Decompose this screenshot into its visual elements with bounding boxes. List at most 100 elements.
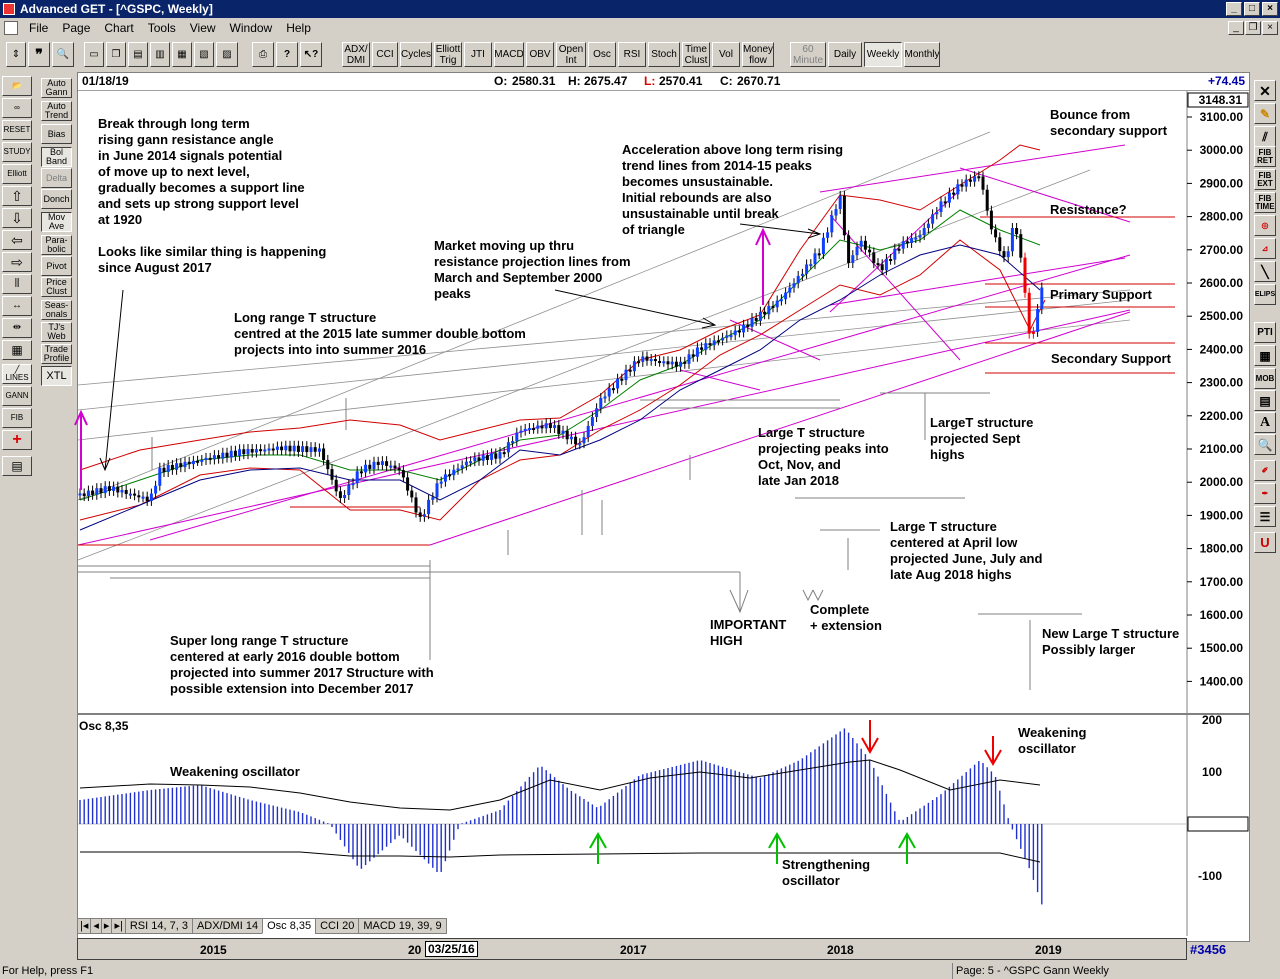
reset-button[interactable]: RESET: [2, 120, 32, 140]
indicator-money-flow-button[interactable]: Money flow: [742, 42, 774, 67]
study-mov-ave-button[interactable]: Mov Ave: [41, 212, 72, 232]
open-folder-icon[interactable]: 📂: [2, 76, 32, 96]
timeframe-60-minute-button[interactable]: 60 Minute: [790, 42, 826, 67]
zoom-icon[interactable]: 🔍: [52, 42, 74, 67]
chart-icon-1[interactable]: ▤: [128, 42, 148, 67]
cursor-tool-icon[interactable]: ⇕: [6, 42, 26, 67]
fan-icon[interactable]: ⊿: [1254, 238, 1276, 259]
eraser-icon[interactable]: ✐: [1254, 460, 1276, 481]
lines-tool-button[interactable]: ╱ LINES: [2, 364, 32, 384]
grid-tool-icon[interactable]: ▦: [1254, 345, 1276, 366]
menu-help[interactable]: Help: [286, 21, 311, 35]
indicator-osc-button[interactable]: Osc: [588, 42, 616, 67]
fib-time-button[interactable]: FIB TIME: [1254, 192, 1276, 213]
menu-tools[interactable]: Tools: [147, 21, 176, 35]
minimize-button[interactable]: _: [1226, 2, 1242, 16]
arrow-up-icon[interactable]: ⇧: [2, 186, 32, 206]
mdi-minimize-button[interactable]: _: [1228, 21, 1244, 35]
bar-compress-icon[interactable]: ⫼: [2, 274, 32, 294]
time-axis[interactable]: 2015 20 03/25/16 2017 2018 2019: [77, 938, 1187, 960]
timeframe-weekly-button[interactable]: Weekly: [864, 42, 902, 67]
study-donch-button[interactable]: Donch: [41, 189, 72, 209]
indicator-macd-button[interactable]: MACD: [494, 42, 524, 67]
tab-nav-first[interactable]: |◂: [77, 918, 92, 934]
pencil-icon[interactable]: ✎: [1254, 103, 1276, 124]
arrow-right-icon[interactable]: ⇨: [2, 252, 32, 272]
indicator-obv-button[interactable]: OBV: [526, 42, 554, 67]
channel-line-icon[interactable]: ⫽: [1254, 126, 1276, 147]
indicator-elliott-trig-button[interactable]: Elliott Trig: [434, 42, 462, 67]
timeframe-daily-button[interactable]: Daily: [828, 42, 862, 67]
indicator-jti-button[interactable]: JTI: [464, 42, 492, 67]
indicator-time-clust-button[interactable]: Time Clust: [682, 42, 710, 67]
menu-window[interactable]: Window: [229, 21, 273, 35]
menu-view[interactable]: View: [189, 21, 216, 35]
tab-cci[interactable]: CCI 20: [315, 918, 360, 934]
chart-icon-2[interactable]: ▥: [150, 42, 170, 67]
crosshair-icon[interactable]: +: [2, 430, 32, 450]
study-bol-band-button[interactable]: Bol Band: [41, 147, 72, 167]
menu-chart[interactable]: Chart: [104, 21, 134, 35]
gann-tool-button[interactable]: GANN: [2, 386, 32, 406]
close-x-icon[interactable]: ✕: [1254, 80, 1276, 101]
print-icon[interactable]: ⎙: [252, 42, 274, 67]
text-tool-icon[interactable]: A: [1254, 412, 1276, 433]
gann-box-icon[interactable]: ▤: [1254, 390, 1276, 411]
study-xtl-button[interactable]: XTL: [41, 366, 72, 386]
chart-icon-5[interactable]: ▨: [216, 42, 238, 67]
fib-ext-button[interactable]: FIB EXT: [1254, 169, 1276, 190]
elliott-button[interactable]: Elliott: [2, 164, 32, 184]
tab-macd[interactable]: MACD 19, 39, 9: [358, 918, 447, 934]
help-icon[interactable]: ?: [276, 42, 298, 67]
target-icon[interactable]: ◎: [1254, 215, 1276, 236]
study-tjs-web-button[interactable]: TJ's Web: [41, 322, 72, 342]
study-parabolic-button[interactable]: Para-bolic: [41, 235, 72, 255]
study-button[interactable]: STUDY: [2, 142, 32, 162]
document-icon[interactable]: [4, 21, 18, 35]
indicator-adx-dmi-button[interactable]: ADX/DMI: [342, 42, 370, 67]
bar-expand-icon[interactable]: ↔: [2, 296, 32, 316]
mdi-restore-button[interactable]: ❐: [1245, 21, 1261, 35]
indicator-vol-button[interactable]: Vol: [712, 42, 740, 67]
tab-rsi[interactable]: RSI 14, 7, 3: [124, 918, 193, 934]
close-button[interactable]: ×: [1262, 2, 1278, 16]
mob-button[interactable]: MOB: [1254, 368, 1276, 389]
study-price-clust-button[interactable]: Price Clust: [41, 277, 72, 297]
timeframe-monthly-button[interactable]: Monthly: [904, 42, 940, 67]
quote-icon[interactable]: ❞: [28, 42, 50, 67]
indicator-open-int-button[interactable]: Open Int: [556, 42, 586, 67]
arrow-left-icon[interactable]: ⇦: [2, 230, 32, 250]
study-pivot-button[interactable]: Pivot: [41, 256, 72, 276]
grid-icon[interactable]: ▦: [2, 340, 32, 360]
zoom-tool-icon[interactable]: 🔍: [1254, 434, 1276, 455]
indicator-cycles-button[interactable]: Cycles: [400, 42, 432, 67]
bar-squeeze-icon[interactable]: ⇹: [2, 318, 32, 338]
study-delta-button[interactable]: Delta: [41, 168, 72, 188]
study-trade-profile-button[interactable]: Trade Profile: [41, 344, 72, 364]
chart-icon-4[interactable]: ▧: [194, 42, 214, 67]
indicator-stoch-button[interactable]: Stoch: [648, 42, 680, 67]
line-tool-icon[interactable]: ╲: [1254, 261, 1276, 282]
arrow-down-icon[interactable]: ⇩: [2, 208, 32, 228]
tab-osc[interactable]: Osc 8,35: [262, 918, 317, 934]
indicator-rsi-button[interactable]: RSI: [618, 42, 646, 67]
select-pen-icon[interactable]: ✒: [1254, 483, 1276, 504]
ellipse-button[interactable]: ELIPS: [1254, 284, 1276, 305]
menu-file[interactable]: File: [29, 21, 49, 35]
properties-icon[interactable]: ▤: [2, 456, 32, 476]
copy-icon[interactable]: ❐: [106, 42, 126, 67]
maximize-button[interactable]: □: [1244, 2, 1260, 16]
mdi-close-button[interactable]: ×: [1262, 21, 1278, 35]
horizontal-lines-icon[interactable]: ☰: [1254, 506, 1276, 527]
tab-nav-last[interactable]: ▸|: [111, 918, 126, 934]
study-auto-gann-button[interactable]: Auto Gann: [41, 78, 72, 98]
study-seasonals-button[interactable]: Seas-onals: [41, 300, 72, 320]
binoculars-icon[interactable]: ∞: [2, 98, 32, 118]
menu-page[interactable]: Page: [62, 21, 91, 35]
chart-icon-3[interactable]: ▦: [172, 42, 192, 67]
study-auto-trend-button[interactable]: Auto Trend: [41, 101, 72, 121]
tab-adx-dmi[interactable]: ADX/DMI 14: [191, 918, 264, 934]
pti-button[interactable]: PTI: [1254, 322, 1276, 343]
indicator-cci-button[interactable]: CCI: [372, 42, 398, 67]
new-page-icon[interactable]: ▭: [84, 42, 104, 67]
